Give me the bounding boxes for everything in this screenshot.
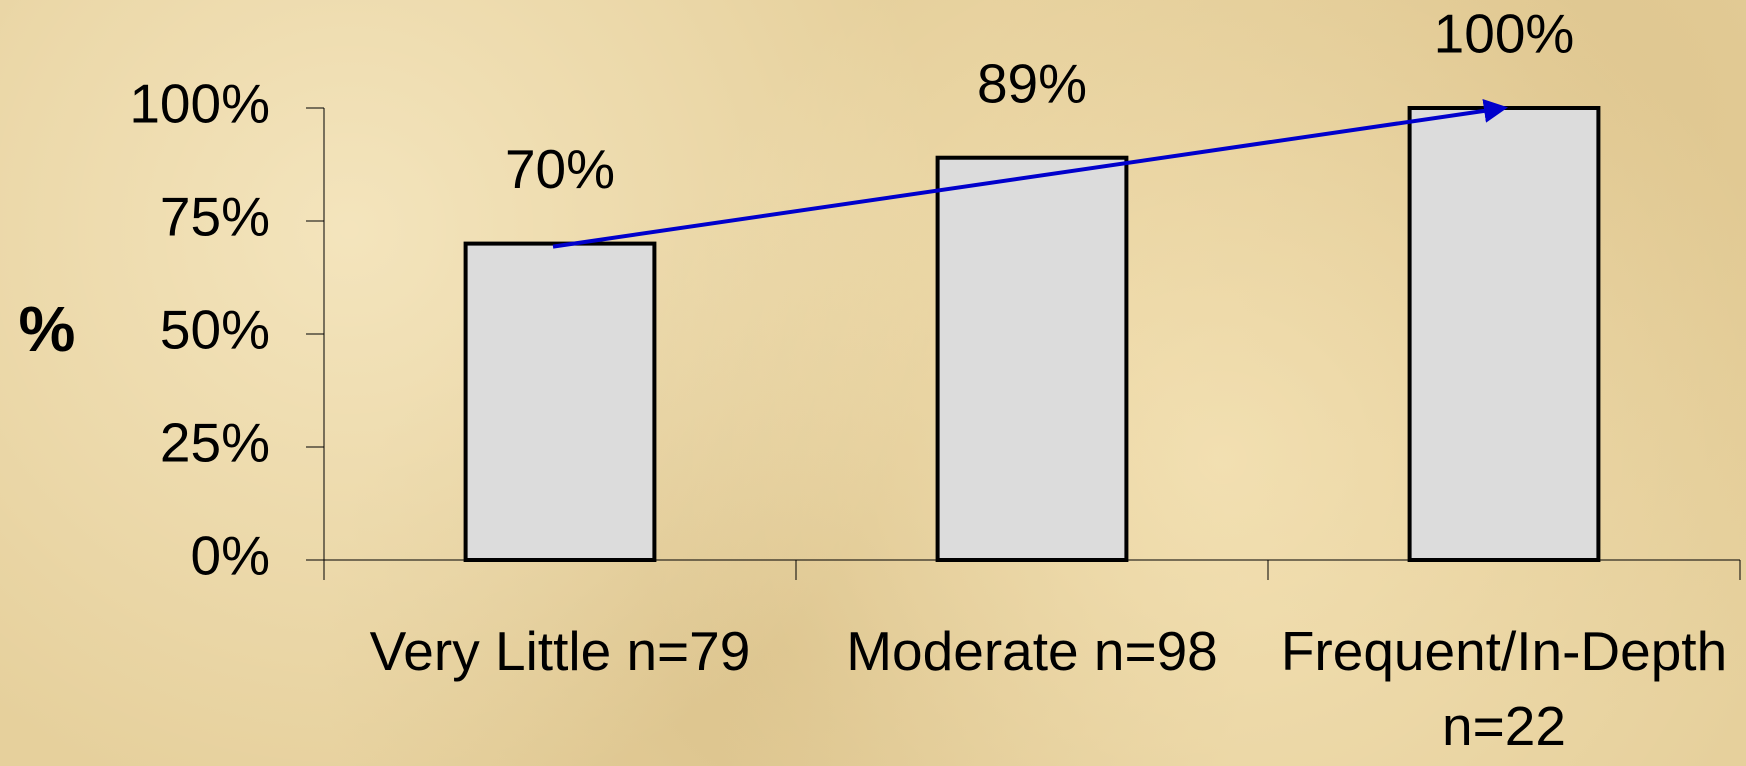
value-label: 89% (977, 52, 1087, 114)
bar (463, 241, 657, 562)
value-label: 70% (505, 138, 615, 200)
x-tick-label: Frequent/In-Depth n=22 (1280, 620, 1728, 757)
y-axis-label: % (19, 293, 76, 365)
y-tick-label: 25% (160, 412, 270, 474)
x-tick-label: Moderate n=98 (846, 620, 1218, 682)
x-tick-label: Very Little n=79 (369, 620, 751, 682)
value-label: 100% (1434, 3, 1575, 65)
bar (1407, 106, 1601, 562)
y-tick-label: 50% (160, 299, 270, 361)
y-tick-label: 0% (191, 525, 271, 587)
y-tick-label: 75% (160, 186, 270, 248)
trend-arrow (552, 99, 1508, 249)
bar (935, 155, 1129, 562)
y-tick-label: 100% (129, 73, 270, 135)
